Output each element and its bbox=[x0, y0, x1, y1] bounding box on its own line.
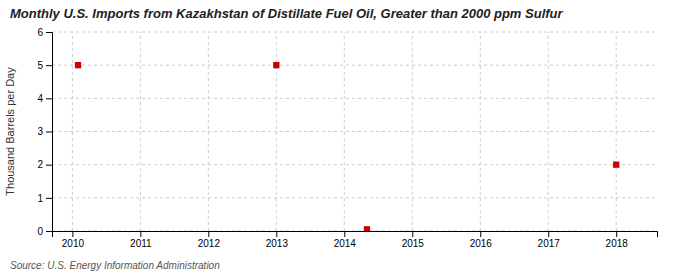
x-axis-tick: 2011 bbox=[130, 231, 152, 249]
y-axis: 0 1 2 3 4 5 6 bbox=[37, 27, 52, 237]
x-axis-tick: 2010 bbox=[62, 231, 85, 249]
x-axis-tick-label: 2011 bbox=[130, 238, 152, 249]
y-axis-tick-mark bbox=[46, 32, 52, 33]
y-axis-tick: 4 bbox=[37, 93, 52, 104]
point bbox=[273, 62, 279, 68]
x-axis-tick: 2016 bbox=[470, 231, 493, 249]
y-axis-tick: 0 bbox=[37, 226, 52, 237]
x-axis-tick: 2014 bbox=[334, 231, 357, 249]
x-axis-tick-label: 2010 bbox=[62, 238, 85, 249]
y-axis-tick: 5 bbox=[37, 60, 52, 71]
x-axis-tick-label: 2017 bbox=[538, 238, 561, 249]
y-axis-tick-mark bbox=[46, 132, 52, 133]
x-axis-tick-mark bbox=[480, 231, 481, 237]
y-axis-tick-label: 6 bbox=[37, 27, 43, 38]
grid-line-y bbox=[52, 98, 657, 99]
x-axis-line bbox=[53, 232, 658, 238]
x-axis-tick-mark bbox=[412, 231, 413, 237]
y-axis-tick-mark bbox=[46, 65, 52, 66]
x-axis-tick-mark bbox=[72, 231, 73, 237]
x-axis-tick-label: 2015 bbox=[402, 238, 425, 249]
y-axis-tick: 6 bbox=[37, 27, 52, 38]
chart-svg: Monthly U.S. Imports from Kazakhstan of … bbox=[0, 0, 675, 275]
y-axis-tick-label: 0 bbox=[37, 226, 43, 237]
grid-line-x bbox=[208, 32, 209, 231]
y-axis-tick-label: 4 bbox=[37, 93, 43, 104]
point bbox=[613, 162, 619, 168]
grid-line-y bbox=[52, 197, 657, 198]
grid-line-y bbox=[52, 131, 657, 132]
grid-line-x bbox=[480, 32, 481, 231]
x-axis-tick-mark bbox=[616, 231, 617, 237]
chart-title: Monthly U.S. Imports from Kazakhstan of … bbox=[10, 6, 564, 21]
x-axis-tick-mark bbox=[208, 231, 209, 237]
x-axis: 2010 2011 2012 2013 2014 2015 2016 2017 2018 bbox=[53, 231, 658, 249]
x-axis-tick: 2015 bbox=[402, 231, 425, 249]
x-axis-tick-label: 2014 bbox=[334, 238, 357, 249]
grid-line-x bbox=[344, 32, 345, 231]
y-axis-tick-label: 2 bbox=[37, 159, 43, 170]
y-axis-tick-label: 5 bbox=[37, 60, 43, 71]
grid bbox=[52, 32, 657, 231]
y-axis-tick: 3 bbox=[37, 126, 52, 137]
grid-line-x bbox=[276, 32, 277, 231]
y-axis-title: Thousand Barrels per Day bbox=[4, 67, 16, 196]
y-axis-tick-label: 1 bbox=[37, 193, 43, 204]
grid-line-x bbox=[72, 32, 73, 231]
x-axis-tick: 2012 bbox=[198, 231, 221, 249]
annotation: Source: U.S. Energy Information Administ… bbox=[10, 260, 220, 271]
y-axis-tick-mark bbox=[46, 98, 52, 99]
x-axis-tick: 2017 bbox=[538, 231, 561, 249]
point bbox=[364, 226, 370, 231]
grid-line-x bbox=[548, 32, 549, 231]
x-axis-tick: 2018 bbox=[606, 231, 629, 249]
y-axis-tick-label: 3 bbox=[37, 126, 43, 137]
points bbox=[75, 62, 620, 231]
grid-line-y bbox=[52, 32, 657, 33]
x-axis-tick-label: 2013 bbox=[266, 238, 289, 249]
y-axis-tick: 2 bbox=[37, 159, 52, 170]
grid-line-y bbox=[52, 164, 657, 165]
y-axis-tick-mark bbox=[46, 198, 52, 199]
grid-line-x bbox=[412, 32, 413, 231]
grid-line-y bbox=[52, 65, 657, 66]
point bbox=[75, 62, 81, 68]
x-axis-tick-label: 2012 bbox=[198, 238, 221, 249]
y-axis-tick: 1 bbox=[37, 193, 52, 204]
x-axis-tick-mark bbox=[548, 231, 549, 237]
grid-line-x bbox=[616, 32, 617, 231]
x-axis-tick: 2013 bbox=[266, 231, 289, 249]
x-axis-tick-label: 2016 bbox=[470, 238, 493, 249]
y-axis-line bbox=[46, 33, 53, 232]
x-axis-tick-label: 2018 bbox=[606, 238, 629, 249]
y-axis-tick-mark bbox=[46, 231, 52, 232]
x-axis-tick-mark bbox=[276, 231, 277, 237]
x-axis-tick-mark bbox=[344, 231, 345, 237]
x-axis-tick-mark bbox=[140, 231, 141, 237]
grid-line-x bbox=[140, 32, 141, 231]
y-axis-tick-mark bbox=[46, 165, 52, 166]
